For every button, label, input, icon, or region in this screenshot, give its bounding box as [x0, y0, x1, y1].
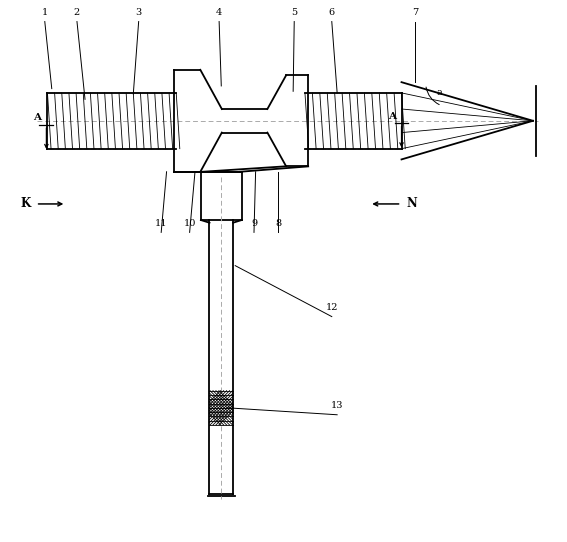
Text: N: N [407, 197, 418, 210]
Text: A: A [33, 113, 41, 122]
Text: 5: 5 [291, 8, 297, 17]
Text: 10: 10 [184, 219, 196, 228]
Text: A: A [388, 112, 396, 121]
Text: 8: 8 [275, 219, 281, 228]
Text: K: K [20, 197, 30, 210]
Text: 4: 4 [216, 8, 222, 17]
Text: 11: 11 [155, 219, 167, 228]
Text: 3: 3 [136, 8, 142, 17]
Text: 6: 6 [329, 8, 335, 17]
Text: 12: 12 [325, 304, 338, 312]
Text: a: a [436, 88, 442, 98]
Text: 2: 2 [74, 8, 80, 17]
Text: 13: 13 [331, 402, 344, 410]
Text: 9: 9 [251, 219, 257, 228]
Text: 1: 1 [41, 8, 48, 17]
Text: 7: 7 [412, 8, 418, 17]
